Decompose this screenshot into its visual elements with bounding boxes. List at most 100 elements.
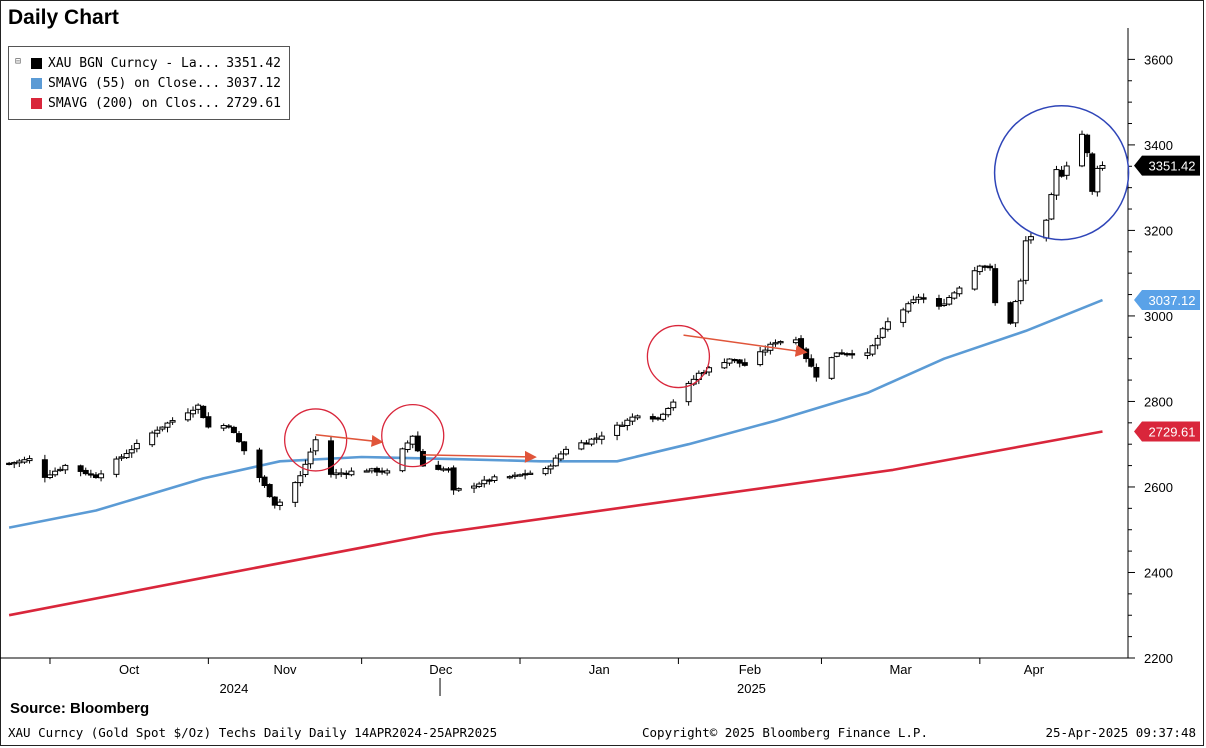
candle-body <box>348 470 355 476</box>
legend-item-sma55: SMAVG (55) on Close... 3037.12 <box>9 75 289 93</box>
sma200-line <box>8 430 1103 617</box>
annotation-arrow <box>315 434 384 447</box>
candle-body <box>450 467 457 491</box>
x-month-label: Apr <box>1024 662 1045 677</box>
candle-body <box>6 462 13 465</box>
candle-body <box>629 416 636 422</box>
candle-body <box>379 470 386 473</box>
candle-body <box>445 468 452 471</box>
candle-body <box>563 448 569 455</box>
candle-body <box>338 472 345 475</box>
candle-body <box>971 270 978 290</box>
candle-body <box>741 362 748 366</box>
candle-body <box>992 268 999 304</box>
candle-body <box>256 449 263 479</box>
legend-label: SMAVG (200) on Clos... <box>48 96 221 111</box>
candle-body <box>772 342 779 345</box>
tree-collapse-icon[interactable]: ⊟ <box>15 56 22 67</box>
candle-body <box>435 464 442 470</box>
footer-description: XAU Curncy (Gold Spot $/Oz) Techs Daily … <box>8 725 498 740</box>
candle-body <box>419 450 426 467</box>
candle-body <box>241 441 248 452</box>
candle-body <box>736 359 743 364</box>
candle-body <box>987 265 994 269</box>
x-month-label: Nov <box>273 662 297 677</box>
candle-body <box>1022 240 1029 281</box>
candle-body <box>1007 302 1014 324</box>
footer-timestamp: 25-Apr-2025 09:37:48 <box>1045 725 1196 740</box>
candle-body <box>1079 133 1086 167</box>
candle-body <box>803 348 810 360</box>
candle-body <box>113 458 120 475</box>
x-month-label: Mar <box>889 662 912 677</box>
candle-body <box>792 339 799 344</box>
candle-body <box>900 309 907 323</box>
candle-body <box>118 456 125 459</box>
candle-body <box>624 419 631 427</box>
candle-body <box>1089 153 1096 192</box>
candle-body <box>665 407 672 416</box>
candle-body <box>910 299 917 303</box>
candle-body <box>363 470 370 473</box>
candle-body <box>149 432 156 446</box>
candle-body <box>951 292 958 299</box>
candle-body <box>935 298 942 307</box>
candle-body <box>87 473 94 476</box>
candle-body <box>1094 167 1101 193</box>
y-tick-label: 3000 <box>1144 309 1173 324</box>
candle-body <box>1017 280 1024 302</box>
y-tick-label: 2400 <box>1144 565 1173 580</box>
candle-body <box>757 351 764 366</box>
annotation-circle <box>646 324 711 389</box>
candle-body <box>660 413 667 420</box>
candle-body <box>517 474 524 477</box>
legend-value: 2729.61 <box>226 96 281 111</box>
candle-body <box>205 416 212 428</box>
candle-body <box>808 358 815 367</box>
candle-body <box>798 338 805 351</box>
candle-body <box>1063 165 1070 176</box>
candle-body <box>21 459 28 463</box>
candle-body <box>920 297 927 300</box>
candle-body <box>92 474 99 479</box>
candle-body <box>654 417 661 420</box>
candle-body <box>327 440 334 475</box>
candle-body <box>864 352 871 356</box>
candle-body <box>828 357 835 379</box>
candle-body <box>46 474 53 479</box>
sma55-line <box>8 298 1103 529</box>
candle-body <box>578 442 585 450</box>
y-tick-label: 3600 <box>1144 52 1173 67</box>
candle-body <box>981 265 988 268</box>
candle-body <box>956 287 963 295</box>
x-month-label: Dec <box>429 662 453 677</box>
x-year-label: 2024 <box>219 681 248 696</box>
candle-body <box>195 404 202 410</box>
candle-body <box>368 468 375 472</box>
candle-body <box>440 468 447 471</box>
candle-body <box>414 435 421 452</box>
candle-body <box>455 488 462 491</box>
candle-body <box>941 303 948 306</box>
source-label: Source: Bloomberg <box>10 700 150 717</box>
x-month-label: Jan <box>589 662 610 677</box>
legend-swatch-price <box>31 58 42 69</box>
y-tick-label: 3400 <box>1144 138 1173 153</box>
candle-body <box>598 435 605 440</box>
y-tick-label: 3200 <box>1144 223 1173 238</box>
candle-body <box>634 415 641 419</box>
candle-body <box>670 401 677 409</box>
candle-body <box>849 353 856 356</box>
candle-body <box>384 470 391 474</box>
candle-body <box>471 485 478 489</box>
candle-body <box>491 476 498 482</box>
x-month-label: Oct <box>119 662 140 677</box>
candle-body <box>481 479 488 485</box>
candle-body <box>833 352 840 357</box>
candle-body <box>1043 219 1050 239</box>
candle-body <box>838 352 845 355</box>
candle-body <box>486 479 493 482</box>
candle-body <box>236 433 243 443</box>
candle-body <box>16 460 23 464</box>
